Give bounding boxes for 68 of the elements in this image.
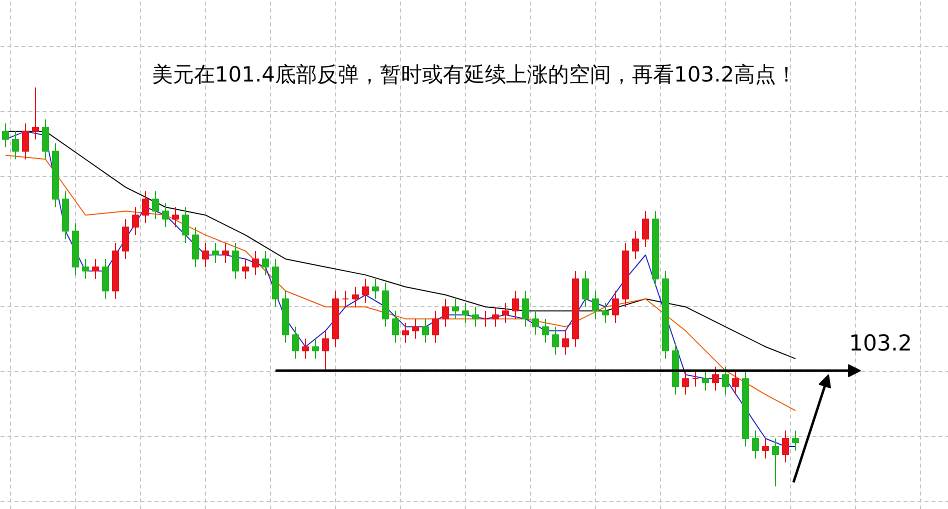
candlestick	[732, 370, 739, 396]
candlestick	[102, 258, 109, 300]
chart-title: 美元在101.4底部反弹，暂时或有延续上涨的空间，再看103.2高点！	[152, 62, 798, 86]
candlestick	[702, 370, 709, 392]
candlestick	[582, 270, 589, 308]
candlestick	[342, 290, 349, 308]
candlestick	[12, 130, 19, 160]
candlestick	[492, 306, 499, 328]
candlestick	[202, 242, 209, 268]
candlestick	[532, 310, 539, 336]
candlestick	[372, 278, 379, 300]
candlestick	[462, 302, 469, 324]
candlestick	[242, 258, 249, 280]
candlestick	[752, 430, 759, 459]
candlestick	[352, 286, 359, 308]
candlestick	[402, 322, 409, 344]
candlestick	[552, 326, 559, 356]
candlestick	[632, 230, 639, 260]
candlestick	[32, 86, 39, 140]
candlestick	[262, 250, 269, 276]
candlestick	[512, 290, 519, 320]
candlestick	[312, 338, 319, 360]
candlestick	[452, 298, 459, 320]
candlestick	[322, 330, 329, 372]
candlestick	[132, 206, 139, 236]
candlestick	[182, 206, 189, 244]
candlestick	[122, 218, 129, 260]
candlestick	[642, 210, 649, 248]
candlestick	[392, 310, 399, 344]
candlestick	[362, 278, 369, 304]
candlestick	[762, 438, 769, 459]
candlestick	[92, 258, 99, 280]
candlestick	[252, 250, 259, 276]
candlestick	[22, 122, 29, 160]
candlestick	[432, 310, 439, 344]
candlestick	[172, 206, 179, 228]
candlestick	[612, 290, 619, 324]
candlestick	[562, 330, 569, 356]
candlestick	[472, 306, 479, 328]
candlestick	[302, 338, 309, 360]
candlestick	[712, 366, 719, 392]
candlestick	[152, 190, 159, 220]
candlestick	[422, 318, 429, 344]
candlestick	[602, 302, 609, 324]
candlestick	[2, 122, 9, 148]
candlestick	[142, 190, 149, 224]
candlestick	[222, 242, 229, 264]
candlestick	[82, 258, 89, 280]
candlestick	[162, 202, 169, 228]
candlestick	[542, 318, 549, 344]
candlestick	[192, 226, 199, 268]
candlestick	[772, 438, 779, 487]
candlestick	[212, 242, 219, 264]
candlestick	[232, 242, 239, 280]
candlestick	[692, 370, 699, 388]
candlestick	[292, 326, 299, 360]
candlestick	[592, 290, 599, 320]
candlestick	[682, 370, 689, 396]
candlestick	[722, 366, 729, 396]
candlestick	[782, 430, 789, 463]
candlestick	[42, 118, 49, 160]
candlestick	[442, 298, 449, 328]
candlestick	[502, 302, 509, 324]
candlestick	[792, 430, 799, 451]
candlestick	[522, 290, 529, 328]
text: 103.2	[849, 332, 912, 357]
candlestick	[482, 310, 489, 328]
candlestick	[412, 318, 419, 340]
